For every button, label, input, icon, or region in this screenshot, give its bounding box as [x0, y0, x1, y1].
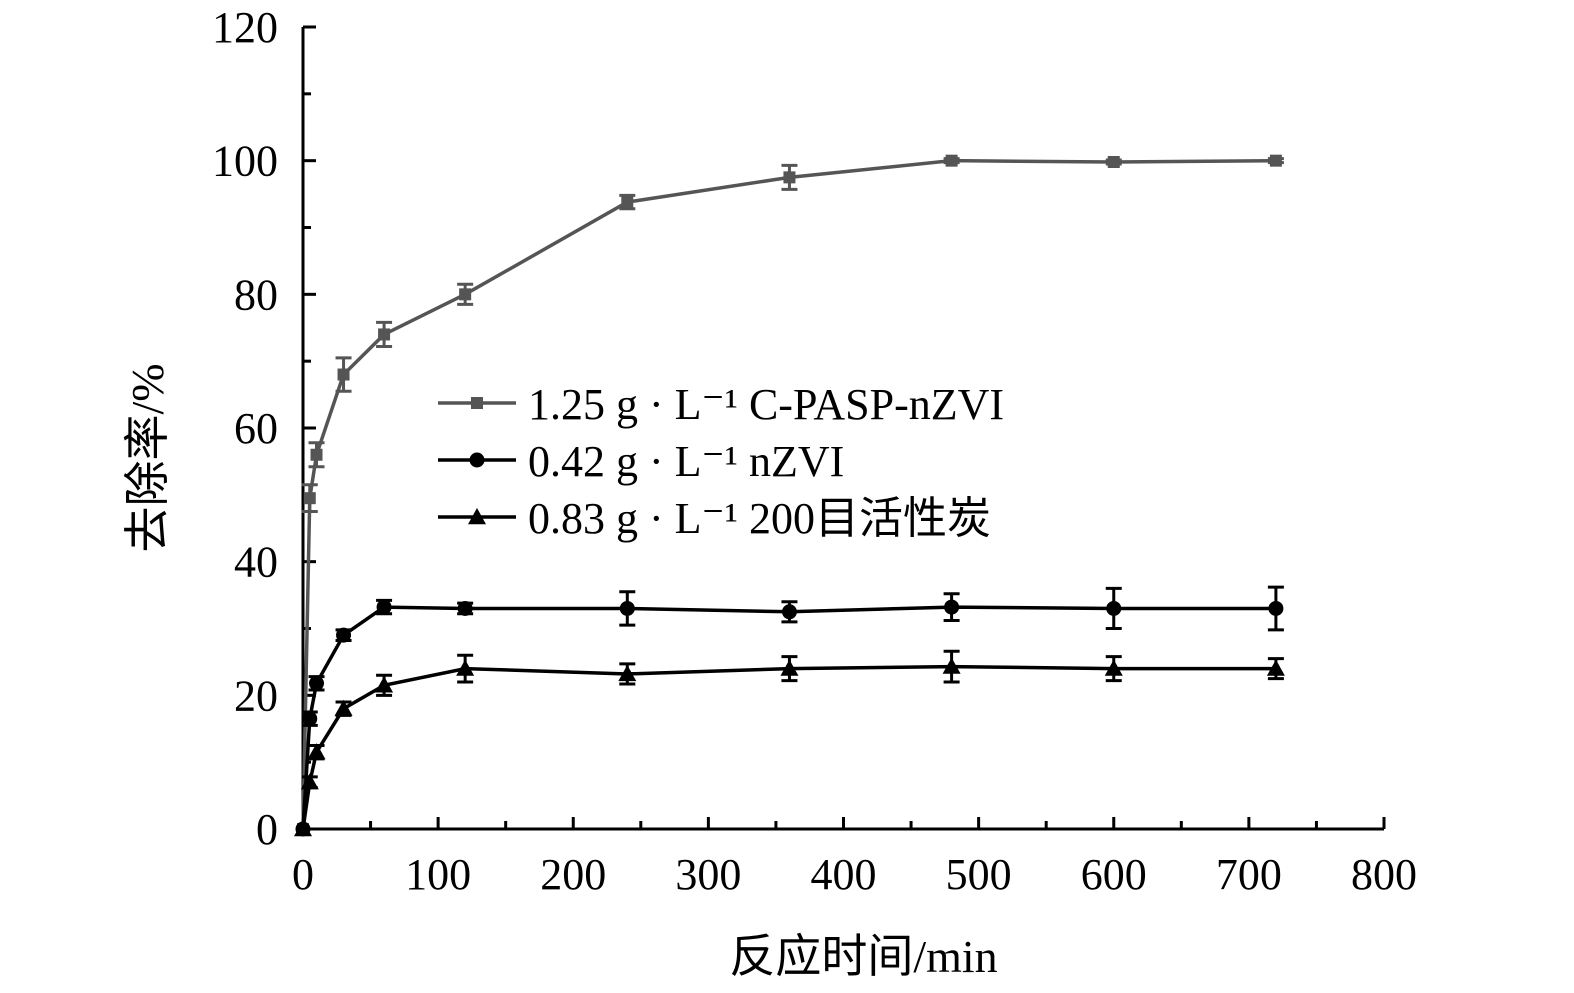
- triangle-marker: [300, 773, 319, 790]
- x-tick-label: 700: [1216, 850, 1282, 899]
- triangle-marker: [307, 743, 326, 760]
- circle-marker: [1268, 600, 1284, 616]
- square-marker: [945, 154, 958, 167]
- circle-marker: [376, 599, 392, 615]
- square-marker: [459, 288, 472, 301]
- tick-labels: 0 100 200 300 400 500 600 700 800 0 20 40 60 80 100 120: [212, 3, 1417, 899]
- y-tick-label: 100: [212, 137, 278, 186]
- series-line: [301, 605, 1276, 830]
- triangle-marker: [780, 659, 799, 676]
- legend-label: 1.25 g · L⁻¹ C-PASP-nZVI: [528, 380, 1004, 429]
- series-layer: [294, 154, 1285, 837]
- circle-marker: [944, 599, 960, 615]
- square-marker: [1107, 156, 1120, 169]
- triangle-marker: [942, 657, 961, 674]
- circle-marker: [1106, 600, 1122, 616]
- circle-marker: [781, 604, 797, 620]
- y-tick-label: 120: [212, 3, 278, 52]
- series-2: [294, 649, 1285, 837]
- y-tick-label: 0: [256, 805, 278, 854]
- series-0: [297, 154, 1284, 835]
- y-tick-label: 40: [234, 538, 278, 587]
- circle-marker: [309, 675, 325, 691]
- x-tick-label: 300: [675, 850, 741, 899]
- x-axis-title: 反应时间/min: [729, 931, 997, 982]
- triangle-marker: [456, 659, 475, 676]
- x-tick-label: 0: [292, 850, 314, 899]
- square-marker: [783, 171, 796, 184]
- series-line: [301, 664, 1276, 830]
- legend-item-0: 1.25 g · L⁻¹ C-PASP-nZVI: [438, 380, 1004, 429]
- y-tick-label: 20: [234, 671, 278, 720]
- square-marker: [621, 196, 634, 209]
- triangle-marker: [1266, 659, 1285, 676]
- circle-marker: [457, 600, 473, 616]
- legend-item-1: 0.42 g · L⁻¹ nZVI: [438, 437, 844, 486]
- square-marker: [1269, 154, 1282, 167]
- y-tick-label: 60: [234, 404, 278, 453]
- x-tick-label: 200: [540, 850, 606, 899]
- triangle-marker: [468, 508, 486, 525]
- y-axis-title: 去除率/%: [122, 363, 173, 552]
- x-tick-label: 400: [811, 850, 877, 899]
- triangle-marker: [294, 820, 312, 837]
- square-marker: [378, 328, 391, 341]
- triangle-marker: [1104, 659, 1123, 676]
- square-marker: [337, 368, 350, 381]
- x-tick-label: 500: [946, 850, 1012, 899]
- x-tick-label: 600: [1081, 850, 1147, 899]
- x-tick-label: 800: [1351, 850, 1417, 899]
- y-tick-label: 80: [234, 270, 278, 319]
- square-marker: [310, 448, 323, 461]
- x-tick-label: 100: [405, 850, 471, 899]
- triangle-marker: [618, 664, 637, 682]
- legend-item-2: 0.83 g · L⁻¹ 200目活性炭: [438, 494, 991, 543]
- circle-marker: [469, 452, 485, 468]
- square-marker: [303, 492, 316, 505]
- series-1: [295, 585, 1284, 837]
- circle-marker: [336, 627, 352, 643]
- circle-marker: [619, 600, 635, 616]
- legend-label: 0.42 g · L⁻¹ nZVI: [528, 437, 844, 486]
- legend-label: 0.83 g · L⁻¹ 200目活性炭: [528, 494, 991, 543]
- triangle-marker: [375, 676, 394, 693]
- triangle-marker: [334, 699, 353, 716]
- legend: 1.25 g · L⁻¹ C-PASP-nZVI 0.42 g · L⁻¹ nZV…: [438, 380, 1004, 543]
- square-marker: [471, 397, 483, 409]
- circle-marker: [302, 711, 318, 727]
